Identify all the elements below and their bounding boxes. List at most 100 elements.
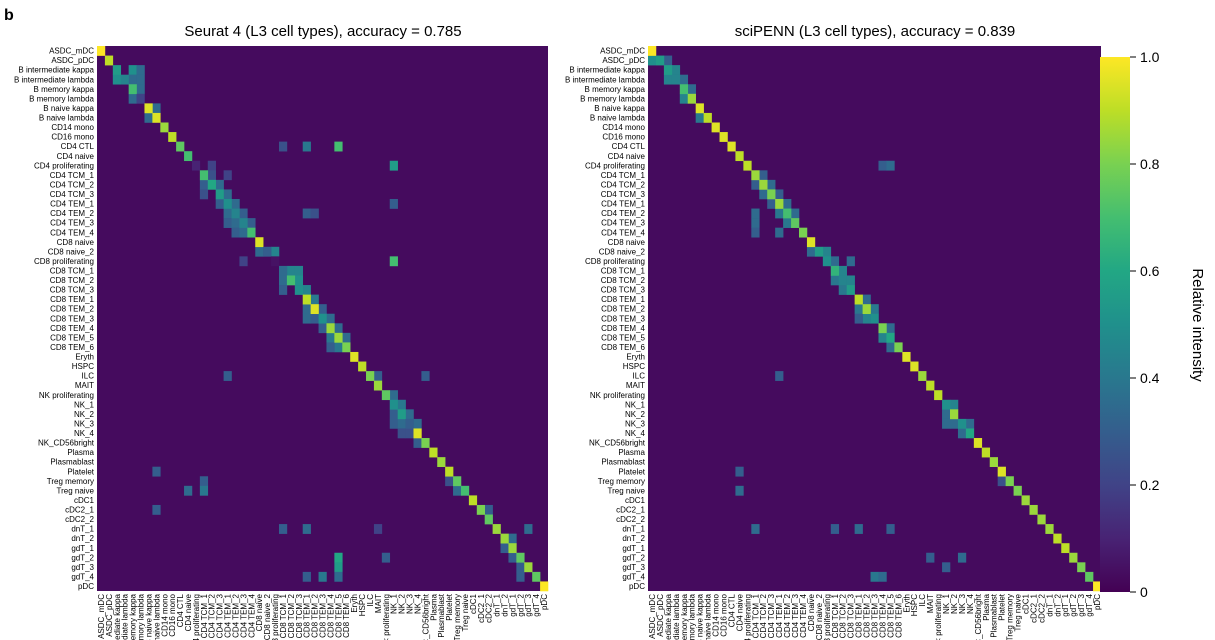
x-tick-label: ASDC_mDC bbox=[648, 594, 657, 639]
heatmap-cell-diagonal bbox=[231, 208, 240, 219]
heatmap-cell-diagonal bbox=[926, 380, 935, 391]
heatmap-cell-diagonal bbox=[468, 495, 478, 506]
heatmap-cell bbox=[751, 218, 760, 228]
heatmap-cell-diagonal bbox=[902, 351, 911, 362]
heatmap-cell-diagonal bbox=[1021, 495, 1030, 506]
heatmap-cell-diagonal bbox=[727, 141, 736, 152]
x-tick-label: MAIT bbox=[926, 594, 935, 613]
heatmap-cell-diagonal bbox=[199, 170, 209, 181]
x-tick-label: CD4 CTL bbox=[176, 593, 185, 627]
heatmap-cell-diagonal bbox=[239, 218, 248, 228]
y-tick-label: CD4 TEM_1 bbox=[601, 200, 645, 209]
heatmap-cell bbox=[648, 55, 657, 66]
heatmap-cell bbox=[334, 552, 343, 563]
heatmap-cell bbox=[950, 418, 959, 429]
heatmap-cell bbox=[997, 476, 1006, 487]
x-tick-label: CD4 TEM_3 bbox=[239, 593, 248, 637]
x-tick-label: CD8 TEM_6 bbox=[894, 593, 903, 637]
heatmap-cell bbox=[775, 227, 784, 238]
x-tick-label: emory lambda bbox=[688, 593, 697, 640]
heatmap-cell-diagonal bbox=[981, 447, 991, 458]
heatmap-cell-diagonal bbox=[806, 237, 816, 248]
heatmap-cell bbox=[294, 265, 304, 276]
heatmap-cell-diagonal bbox=[1013, 485, 1022, 496]
x-tick-label: dnT_2 bbox=[500, 593, 509, 616]
heatmap-cell bbox=[838, 265, 847, 276]
x-tick-label: Treg naive bbox=[461, 593, 470, 631]
heatmap-cell bbox=[302, 208, 311, 219]
y-tick-label: Plasma bbox=[67, 448, 94, 457]
heatmap-cell bbox=[239, 256, 248, 267]
heatmap-cell bbox=[342, 332, 351, 343]
heatmap-cell bbox=[942, 418, 951, 429]
heatmap-cell bbox=[389, 160, 398, 171]
heatmap-cell bbox=[334, 571, 343, 582]
heatmap-cell-diagonal bbox=[460, 485, 470, 496]
y-tick-label: CD8 TCM_1 bbox=[601, 266, 646, 275]
heatmap-cell-diagonal bbox=[862, 304, 871, 315]
heatmap-cell-diagonal bbox=[215, 189, 224, 200]
x-tick-label: gdT_2 bbox=[1069, 593, 1078, 616]
x-tick-label: 3 proliferating bbox=[271, 594, 280, 640]
x-tick-label: gdT_3 bbox=[524, 593, 533, 616]
heatmap-cell-diagonal bbox=[1085, 571, 1094, 582]
heatmap-cell bbox=[302, 304, 311, 315]
colorbar-tick-label: 0 bbox=[1140, 584, 1148, 600]
heatmap-cell-diagonal bbox=[671, 74, 681, 85]
x-tick-label: NK_3 bbox=[406, 593, 415, 614]
y-tick-label: CD4 CTL bbox=[612, 142, 646, 151]
heatmap-cell bbox=[453, 485, 462, 496]
y-tick-label: pDC bbox=[629, 582, 645, 591]
x-tick-label: NK_4 bbox=[966, 593, 975, 614]
heatmap-cell-diagonal bbox=[128, 84, 137, 95]
heatmap-cell bbox=[926, 552, 935, 563]
chart-title-scipenn: sciPENN (L3 cell types), accuracy = 0.83… bbox=[735, 23, 1016, 40]
y-tick-label: CD4 TCM_3 bbox=[50, 190, 95, 199]
heatmap-cell bbox=[854, 313, 863, 324]
heatmap-cell bbox=[223, 170, 232, 181]
y-tick-label: CD8 proliferating bbox=[34, 257, 94, 266]
heatmap-cell bbox=[854, 304, 863, 315]
heatmap-cell-diagonal bbox=[1045, 524, 1054, 534]
x-tick-label: CD8 TEM_2 bbox=[863, 593, 872, 637]
heatmap-cells bbox=[648, 46, 1102, 592]
y-tick-label: CD8 TEM_1 bbox=[601, 295, 645, 304]
heatmap-cell bbox=[445, 476, 454, 487]
heatmap-cell bbox=[862, 294, 871, 305]
x-tick-label: emory kappa bbox=[129, 593, 138, 640]
heatmap-cell-diagonal bbox=[278, 265, 288, 276]
heatmap-cell bbox=[830, 524, 840, 534]
heatmap-cell-diagonal bbox=[791, 218, 800, 228]
heatmap-cell bbox=[144, 112, 153, 123]
heatmap-cell-diagonal bbox=[484, 514, 493, 525]
y-tick-label: CD8 TCM_2 bbox=[601, 276, 646, 285]
x-tick-label: gdT_1 bbox=[1061, 593, 1070, 616]
heatmap-cell-diagonal bbox=[286, 275, 296, 286]
x-tick-label: CD4 TEM_4 bbox=[799, 593, 808, 637]
x-tick-label: ASDC_pDC bbox=[656, 594, 665, 637]
heatmap-cell bbox=[128, 65, 137, 75]
heatmap-cell-diagonal bbox=[342, 342, 351, 353]
x-tick-label: CD4 TCM_1 bbox=[200, 593, 209, 638]
heatmap-cell bbox=[136, 74, 145, 85]
heatmap-cell bbox=[326, 342, 335, 353]
x-tick-label: 3 naive kappa bbox=[696, 593, 705, 640]
heatmap-cell bbox=[886, 342, 895, 353]
y-tick-label: CD4 TEM_3 bbox=[50, 219, 94, 228]
heatmap-cell-diagonal bbox=[878, 323, 887, 334]
heatmap-cell bbox=[255, 246, 264, 257]
x-tick-label: gdT_1 bbox=[508, 593, 517, 616]
heatmap-cell bbox=[397, 399, 406, 410]
x-tick-label: dnT_1 bbox=[493, 593, 502, 616]
heatmap-cell bbox=[199, 179, 209, 190]
y-tick-label: B intermediate lambda bbox=[565, 75, 646, 84]
heatmap-cell bbox=[751, 524, 760, 534]
heatmap-cell-diagonal bbox=[711, 122, 720, 133]
x-tick-label: cDC1 bbox=[469, 593, 478, 614]
heatmap-cell-diagonal bbox=[263, 246, 272, 257]
heatmap-cell bbox=[184, 485, 193, 496]
y-tick-label: CD16 mono bbox=[51, 133, 94, 142]
heatmap-cell-diagonal bbox=[719, 132, 728, 142]
y-tick-label: ASDC_mDC bbox=[600, 47, 645, 56]
